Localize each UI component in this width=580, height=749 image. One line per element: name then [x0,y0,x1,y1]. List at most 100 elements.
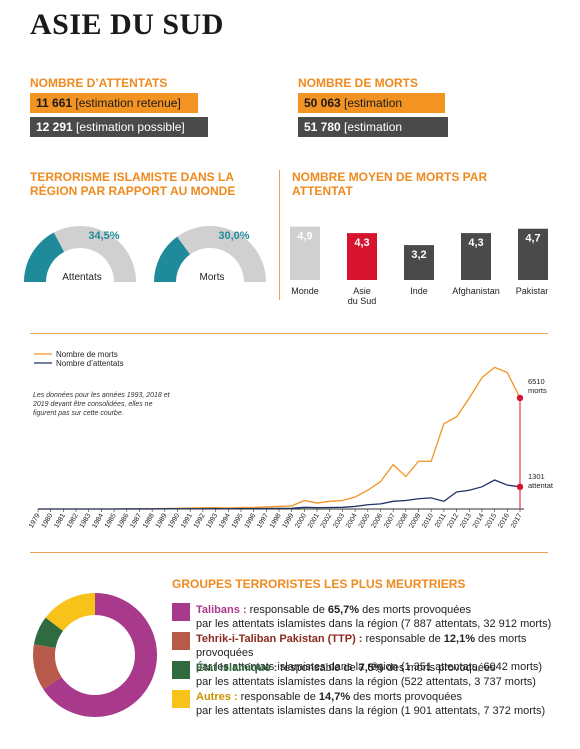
legend-swatch [172,690,190,708]
morts-heading: NOMBRE DE MORTS [298,76,418,90]
attentats-retenue-label: [estimation retenue] [75,96,181,110]
donut-slice-3 [45,593,95,631]
gauge-value-0 [24,232,65,282]
attentats-possible-value: 12 291 [36,120,73,134]
x-tick-label-1987: 1987 [129,512,143,529]
x-tick-label-2001: 2001 [307,512,321,529]
legend-percent: 7,5% [358,662,384,674]
x-tick-label-1998: 1998 [269,512,283,529]
x-tick-label-1996: 1996 [244,512,258,529]
x-tick-label-1994: 1994 [218,512,232,529]
x-tick-label-1995: 1995 [231,512,245,529]
x-tick-label-1986: 1986 [117,512,131,529]
attentats-heading: NOMBRE D’ATTENTATS [30,76,168,90]
page-title: ASIE DU SUD [30,8,224,41]
bar-value-label-1: 4,3 [354,237,369,249]
x-tick-label-1991: 1991 [180,512,194,529]
legend-label-0: Nombre de morts [56,350,118,359]
bar-category-label-2-0: Inde [410,286,428,296]
bar-value-label-2: 3,2 [411,249,426,261]
morts-retenue-value: 50 063 [304,96,341,110]
bar-category-label-3-0: Afghanistan [452,286,500,296]
series-line-1 [38,479,521,510]
attentats-retenue-value: 11 661 [36,96,73,110]
legend-swatch [172,632,190,650]
legend-percent: 65,7% [327,604,360,616]
x-tick-label-1980: 1980 [41,512,55,529]
x-tick-label-1999: 1999 [282,512,296,529]
donut-slice-0 [43,593,158,717]
gauge-label-0: Attentats [62,272,101,283]
attentats-retenue: 11 661 [estimation retenue] [30,93,198,113]
x-tick-label-2004: 2004 [345,512,359,529]
x-tick-label-2014: 2014 [472,512,486,529]
groups-title: GROUPES TERRORISTES LES PLUS MEURTRIERS [172,577,466,591]
x-tick-label-1981: 1981 [53,512,67,529]
legend-percent: 12,1% [443,633,475,645]
legend-group-name: État islamique : [196,662,278,674]
bar-value-label-3: 4,3 [468,237,483,249]
legend-text: Autres : responsable de 14,7% des morts … [196,691,546,717]
x-tick-label-2013: 2013 [459,512,473,529]
x-tick-label-1984: 1984 [91,512,105,529]
donut-slice-1 [33,644,62,690]
legend-swatch [172,603,190,621]
x-tick-label-2010: 2010 [421,512,435,529]
deaths-end-value: 6510 [528,377,545,386]
x-tick-label-2002: 2002 [320,512,334,529]
attacks-end-value: 1301 [528,472,545,481]
x-tick-label-1990: 1990 [167,512,181,529]
legend-text: État islamique : responsable de 7,5% des… [196,662,536,688]
gauge-label-1: Morts [200,272,225,283]
attentats-possible-label: [estimation possible] [76,120,185,134]
legend-group-name: Talibans : [196,604,247,616]
legend-group-name: Autres : [196,691,238,703]
legend-label-1: Nombre d’attentats [56,359,124,368]
x-tick-label-2000: 2000 [294,512,308,529]
x-tick-label-2006: 2006 [370,512,384,529]
gauge-value-label-1: 30,0% [218,230,249,242]
gauge-value-label-0: 34,5% [88,230,119,242]
donut-slice-2 [33,617,64,648]
morts-possible-label: [estimation possible] [304,120,403,154]
series-line-0 [38,366,521,510]
deaths-end-unit: morts [528,386,547,395]
x-tick-label-1988: 1988 [142,512,156,529]
gauge-rest-0 [53,225,136,282]
legend-group-name: Tehrik-i-Taliban Pakistan (TTP) : [196,633,363,645]
morts-possible: 51 780 [estimation possible] [298,117,448,154]
x-tick-label-1983: 1983 [79,512,93,529]
attentats-possible: 12 291 [estimation possible] [30,117,208,137]
chart-note: Les données pour les années 1993, 2018 e… [33,392,170,417]
x-tick-label-2015: 2015 [485,512,499,529]
divider-2 [30,552,548,553]
x-tick-label-2008: 2008 [396,512,410,529]
x-tick-label-1992: 1992 [193,512,207,529]
bar-chart-title: NOMBRE MOYEN DE MORTS PAR ATTENTAT [292,170,488,198]
bar-value-label-4: 4,7 [525,233,540,245]
timeline-line-chart: 1979198019811982198319841985198619871988… [28,350,553,529]
bar-4 [518,228,548,280]
x-tick-label-1993: 1993 [205,512,219,529]
x-tick-label-2016: 2016 [497,512,511,529]
divider-1 [30,333,548,334]
morts-retenue: 50 063 [estimation retenue] [298,93,445,130]
legend-text: Talibans : responsable de 65,7% des mort… [196,604,552,630]
morts-possible-value: 51 780 [304,120,341,134]
x-tick-label-2003: 2003 [332,512,346,529]
bar-value-label-0: 4,9 [297,231,312,243]
bar-category-label-1-0: Asie [353,286,371,296]
x-tick-label-1985: 1985 [104,512,118,529]
groups-donut-chart [33,593,158,717]
x-tick-label-2005: 2005 [358,512,372,529]
x-tick-label-2007: 2007 [383,512,397,529]
legend-percent: 14,7% [318,691,351,703]
legend-swatch [172,661,190,679]
bar-1 [347,233,377,280]
legend-text: Tehrik-i-Taliban Pakistan (TTP) : respon… [196,633,543,673]
attacks-end-unit: attentats [528,481,553,490]
gauge-chart-title: TERRORISME ISLAMISTE DANS LA RÉGION PAR … [30,170,236,198]
gauge-charts: 34,5% Attentats 30,0% Morts [24,225,266,283]
x-tick-label-1989: 1989 [155,512,169,529]
